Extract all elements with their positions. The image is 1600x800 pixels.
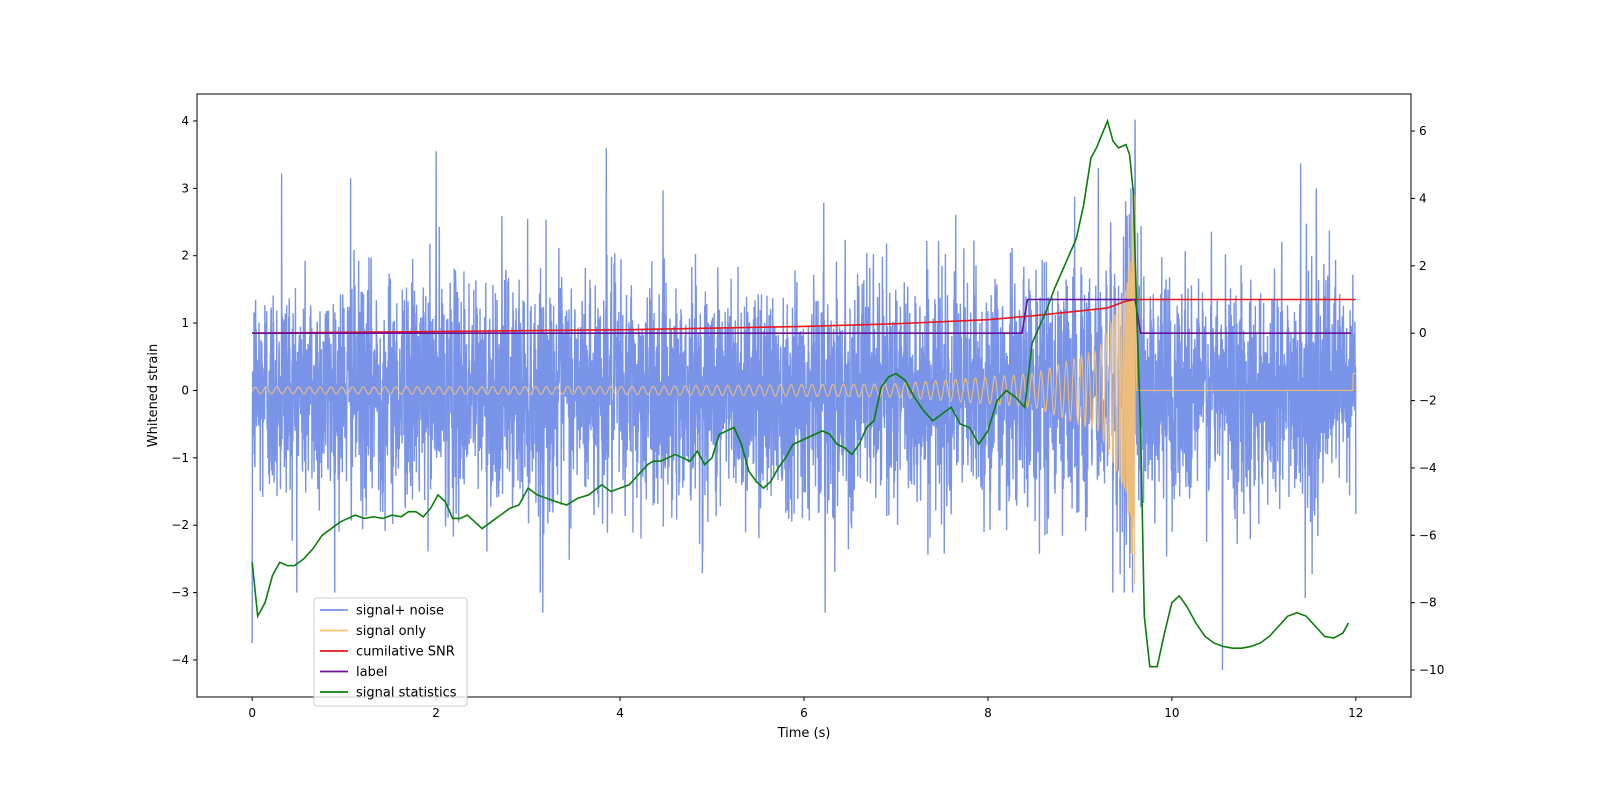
x-tick-label: 6 (800, 706, 808, 720)
y-axis-right: −10 −8 −6 −4 −2 0 2 4 6 (1411, 124, 1444, 677)
y-axis-left: −4 −3 −2 −1 0 1 2 3 4 (171, 114, 197, 667)
y2-tick-label: −10 (1419, 663, 1444, 677)
legend-label: label (356, 665, 387, 680)
y2-tick-label: −2 (1419, 394, 1437, 408)
y-tick-label: 4 (181, 114, 189, 128)
x-tick-label: 12 (1348, 706, 1363, 720)
y2-tick-label: −6 (1419, 528, 1437, 542)
y-tick-label: 2 (181, 249, 189, 263)
series-signal-statistics-line (251, 118, 1350, 668)
x-tick-label: 4 (616, 706, 624, 720)
y2-tick-label: −4 (1419, 461, 1437, 475)
y-axis-label: Whitened strain (146, 344, 161, 447)
x-axis-label: Time (s) (777, 726, 831, 741)
y2-tick-label: 2 (1419, 259, 1427, 273)
y2-tick-label: 0 (1419, 326, 1427, 340)
x-tick-label: 0 (248, 706, 256, 720)
y2-tick-label: 4 (1419, 191, 1427, 205)
y2-tick-label: 6 (1419, 124, 1427, 138)
series-signal-only-line (251, 194, 1356, 584)
legend: signal+ noise signal only cumilative SNR la… (313, 597, 468, 707)
y-tick-label: −1 (171, 451, 189, 465)
legend-label: signal only (356, 624, 426, 639)
y2-tick-label: −8 (1419, 596, 1437, 610)
series-signal-noise-line (251, 119, 1357, 671)
x-tick-label: 2 (432, 706, 440, 720)
x-tick-label: 10 (1164, 706, 1179, 720)
legend-box (313, 597, 468, 707)
legend-label: signal statistics (356, 686, 457, 701)
series-label-line (252, 298, 1352, 334)
y-tick-label: 0 (181, 383, 189, 397)
x-tick-label: 8 (984, 706, 992, 720)
legend-label: cumilative SNR (356, 645, 455, 660)
y-tick-label: 3 (181, 181, 189, 195)
plot-area (251, 118, 1357, 671)
y-tick-label: −2 (171, 518, 189, 532)
legend-label: signal+ noise (356, 604, 444, 619)
y-tick-label: −4 (171, 653, 189, 667)
y-tick-label: −3 (171, 586, 189, 600)
y-tick-label: 1 (181, 316, 189, 330)
series-cumilative-snr-line (252, 298, 1356, 334)
x-axis: 0 2 4 6 8 10 12 (248, 697, 1363, 720)
